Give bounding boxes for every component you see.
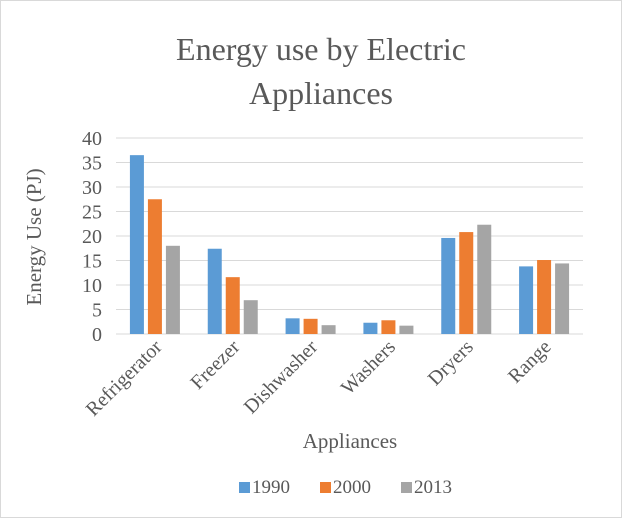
y-tick-label: 5 bbox=[92, 300, 102, 322]
bar-2000-range bbox=[537, 260, 552, 334]
legend-label-2013: 2013 bbox=[414, 477, 452, 498]
y-tick-label: 40 bbox=[82, 128, 102, 150]
x-tick-label: Range bbox=[504, 336, 556, 388]
y-tick-label: 20 bbox=[82, 226, 102, 248]
legend-swatch-2013 bbox=[401, 482, 412, 493]
bar-2000-washers bbox=[381, 320, 396, 334]
bar-1990-washers bbox=[363, 322, 378, 334]
bar-2013-range bbox=[555, 263, 570, 334]
bar-2013-refrigerator bbox=[165, 245, 180, 334]
bars bbox=[129, 155, 570, 334]
y-tick-label: 30 bbox=[82, 177, 102, 199]
y-tick-label: 35 bbox=[82, 153, 102, 175]
bar-2000-refrigerator bbox=[147, 199, 162, 334]
bar-2013-washers bbox=[399, 325, 414, 334]
x-tick-label: Freezer bbox=[186, 336, 244, 394]
bar-1990-range bbox=[519, 266, 534, 334]
bar-2000-dryers bbox=[459, 232, 474, 334]
bar-2000-freezer bbox=[225, 277, 240, 334]
y-tick-label: 25 bbox=[82, 202, 102, 224]
gridlines bbox=[116, 137, 583, 335]
bar-2013-dryers bbox=[477, 224, 492, 334]
x-tick-label: Washers bbox=[337, 336, 400, 399]
bar-2000-dishwasher bbox=[303, 318, 318, 334]
legend-swatch-2000 bbox=[320, 482, 331, 493]
legend-swatch-1990 bbox=[239, 482, 250, 493]
legend-label-1990: 1990 bbox=[252, 477, 290, 498]
x-tick-label: Dryers bbox=[424, 336, 478, 390]
bar-2013-freezer bbox=[243, 300, 258, 334]
bar-2013-dishwasher bbox=[321, 325, 336, 334]
legend-label-2000: 2000 bbox=[333, 477, 371, 498]
legend: 1990 2000 2013 bbox=[239, 477, 452, 498]
x-tick-label: Refrigerator bbox=[82, 336, 167, 421]
chart-title-line-1: Energy use by Electric bbox=[176, 31, 466, 67]
bar-1990-refrigerator bbox=[129, 155, 144, 334]
x-axis-title: Appliances bbox=[303, 429, 397, 453]
x-tick-label: Dishwasher bbox=[240, 336, 323, 419]
bar-1990-freezer bbox=[207, 248, 222, 334]
y-tick-label: 15 bbox=[82, 251, 102, 273]
bar-1990-dryers bbox=[441, 237, 456, 334]
chart-title-line-2: Appliances bbox=[249, 75, 393, 111]
y-tick-label: 0 bbox=[92, 324, 102, 346]
y-tick-label: 10 bbox=[82, 275, 102, 297]
y-axis-title: Energy Use (PJ) bbox=[22, 168, 46, 305]
bar-1990-dishwasher bbox=[285, 318, 300, 334]
